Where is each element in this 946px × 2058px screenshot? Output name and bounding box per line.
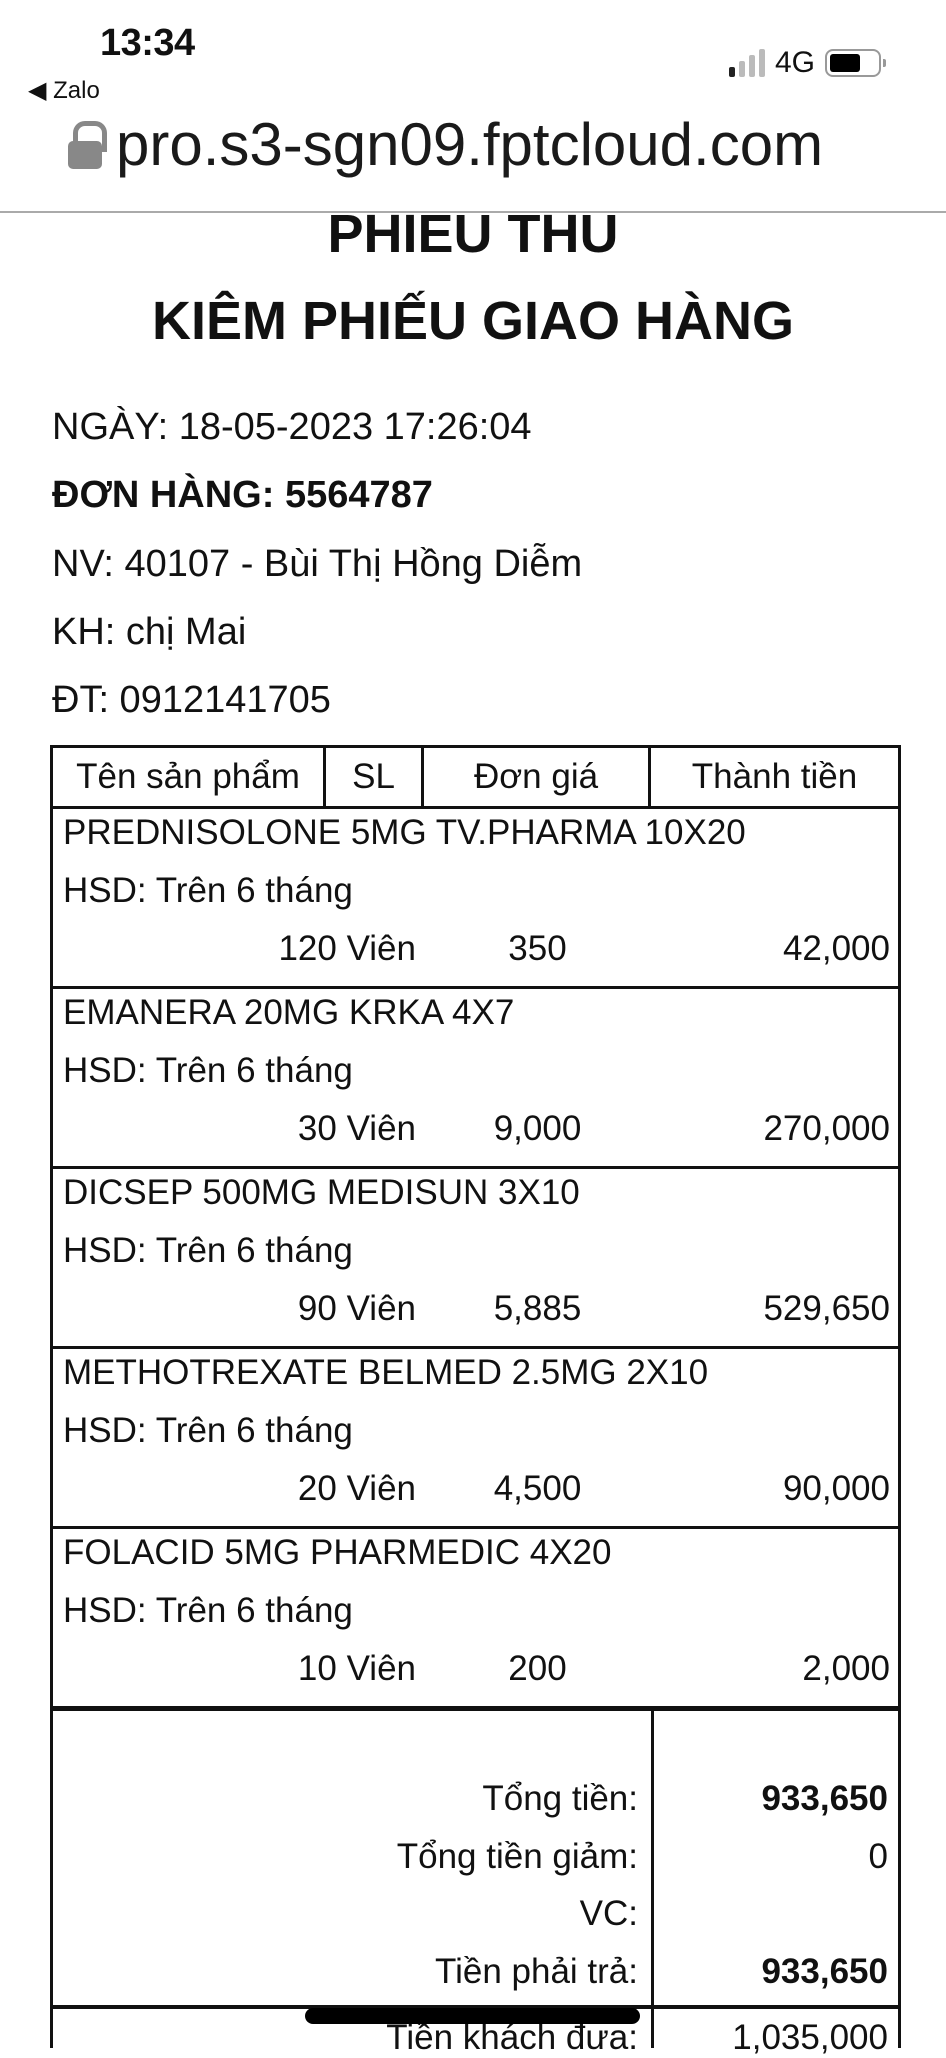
product-qty: 120 Viên [278, 929, 416, 968]
customer-info: KH: chị Mai [52, 611, 247, 653]
shipping-label: VC: [579, 1894, 638, 1933]
product-qty: 10 Viên [297, 1649, 416, 1688]
product-expiry: HSD: Trên 6 tháng [63, 1051, 353, 1090]
product-expiry: HSD: Trên 6 tháng [63, 1591, 353, 1630]
payable-label: Tiền phải trả: [435, 1952, 638, 1991]
order-number: ĐƠN HÀNG: 5564787 [52, 474, 433, 516]
network-label: 4G [774, 46, 815, 79]
receipt-date: NGÀY: 18-05-2023 17:26:04 [52, 406, 532, 448]
home-indicator[interactable] [305, 2008, 640, 2024]
table-row: EMANERA 20MG KRKA 4X7 HSD: Trên 6 tháng 30… [50, 986, 901, 1169]
address-bar[interactable]: pro.s3-sgn09.fptcloud.com [68, 110, 823, 179]
toolbar-divider [0, 211, 946, 213]
summary-box: Tổng tiền: 933,650 Tổng tiền giảm: 0 VC:… [50, 1708, 901, 2057]
product-expiry: HSD: Trên 6 tháng [63, 1231, 353, 1270]
col-price: Đơn giá [421, 745, 651, 809]
table-row: PREDNISOLONE 5MG TV.PHARMA 10X20 HSD: Trê… [50, 806, 901, 989]
paid-value: 1,035,000 [732, 2018, 888, 2057]
table-row: METHOTREXATE BELMED 2.5MG 2X10 HSD: Trên … [50, 1346, 901, 1529]
product-name: EMANERA 20MG KRKA 4X7 [63, 993, 515, 1032]
col-total: Thành tiền [648, 745, 901, 809]
product-price: 9,000 [493, 1109, 582, 1148]
back-to-app-link[interactable]: ◀ Zalo [28, 76, 100, 105]
triangle-left-icon: ◀ [28, 77, 47, 104]
product-price: 5,885 [493, 1289, 582, 1328]
discount-label: Tổng tiền giảm: [396, 1837, 638, 1876]
battery-icon [825, 49, 886, 77]
product-total: 42,000 [782, 929, 890, 968]
discount-value: 0 [868, 1837, 888, 1876]
product-price: 4,500 [493, 1469, 582, 1508]
product-qty: 30 Viên [297, 1109, 416, 1148]
lock-icon [68, 120, 107, 169]
product-name: DICSEP 500MG MEDISUN 3X10 [63, 1173, 580, 1212]
col-qty: SL [323, 745, 424, 809]
staff-info: NV: 40107 - Bùi Thị Hồng Diễm [52, 543, 583, 585]
back-app-label: Zalo [53, 77, 100, 104]
product-name: PREDNISOLONE 5MG TV.PHARMA 10X20 [63, 813, 746, 852]
product-qty: 20 Viên [297, 1469, 416, 1508]
status-time: 13:34 [100, 22, 195, 64]
items-table: Tên sản phẩm SL Đơn giá Thành tiền PREDN… [50, 745, 901, 1709]
product-total: 529,650 [763, 1289, 890, 1328]
subtotal-value: 933,650 [761, 1779, 888, 1818]
product-name: FOLACID 5MG PHARMEDIC 4X20 [63, 1533, 612, 1572]
product-total: 270,000 [763, 1109, 890, 1148]
status-indicators: 4G [728, 46, 886, 80]
product-total: 2,000 [802, 1649, 890, 1688]
product-name: METHOTREXATE BELMED 2.5MG 2X10 [63, 1353, 709, 1392]
signal-bars-icon [728, 49, 765, 77]
table-row: DICSEP 500MG MEDISUN 3X10 HSD: Trên 6 thá… [50, 1166, 901, 1349]
url-text: pro.s3-sgn09.fptcloud.com [116, 111, 824, 178]
paid-label: Tiền khách đưa: [386, 2018, 638, 2057]
table-row: FOLACID 5MG PHARMEDIC 4X20 HSD: Trên 6 th… [50, 1526, 901, 1709]
product-expiry: HSD: Trên 6 tháng [63, 1411, 353, 1450]
product-qty: 90 Viên [297, 1289, 416, 1328]
phone-info: ĐT: 0912141705 [52, 679, 331, 721]
product-price: 350 [508, 929, 567, 968]
table-header: Tên sản phẩm SL Đơn giá Thành tiền [50, 745, 901, 809]
col-product: Tên sản phẩm [50, 745, 326, 809]
payable-value: 933,650 [761, 1952, 888, 1991]
receipt-subtitle: KIÊM PHIẾU GIAO HÀNG [151, 291, 795, 351]
product-price: 200 [508, 1649, 567, 1688]
product-total: 90,000 [782, 1469, 890, 1508]
subtotal-label: Tổng tiền: [482, 1779, 638, 1818]
product-expiry: HSD: Trên 6 tháng [63, 871, 353, 910]
receipt-title: PHIEU THU [327, 204, 619, 264]
